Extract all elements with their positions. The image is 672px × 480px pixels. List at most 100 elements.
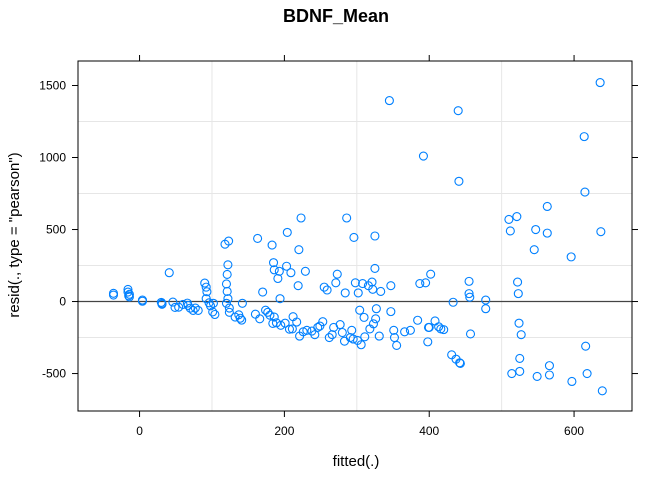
- y-tick-label-1000: 1000: [39, 151, 66, 165]
- data-point-159: [515, 353, 525, 363]
- data-point-59: [271, 318, 281, 328]
- data-point-152: [504, 214, 514, 224]
- data-point-83: [318, 317, 328, 327]
- data-point-154: [507, 369, 517, 379]
- data-point-22: [193, 305, 203, 316]
- data-point-5: [124, 289, 134, 299]
- data-point-58: [269, 265, 279, 275]
- data-point-165: [542, 201, 552, 212]
- data-point-57: [268, 258, 279, 268]
- x-axis: 0 200 400 600: [136, 55, 584, 438]
- data-point-87: [327, 330, 337, 340]
- data-point-168: [544, 370, 554, 380]
- data-point-64: [280, 318, 290, 328]
- data-point-21: [190, 303, 200, 313]
- data-point-150: [481, 304, 491, 314]
- data-point-130: [421, 278, 431, 288]
- data-point-171: [579, 132, 589, 142]
- data-point-151: [481, 295, 491, 305]
- data-point-103: [355, 305, 365, 315]
- data-point-81: [313, 322, 323, 333]
- data-point-166: [542, 228, 552, 238]
- data-point-127: [413, 315, 423, 325]
- data-point-93: [339, 336, 350, 346]
- data-point-11: [157, 298, 167, 308]
- data-point-121: [386, 307, 396, 317]
- data-point-85: [322, 285, 332, 295]
- data-point-69: [287, 324, 297, 334]
- data-point-71: [292, 317, 302, 327]
- data-point-174: [582, 369, 592, 379]
- data-point-33: [223, 260, 233, 270]
- data-point-60: [273, 273, 283, 284]
- data-point-97: [347, 325, 357, 335]
- data-point-75: [296, 213, 306, 223]
- data-point-155: [512, 212, 522, 222]
- data-point-169: [566, 252, 576, 262]
- data-point-116: [371, 304, 381, 314]
- data-point-164: [532, 371, 542, 381]
- data-point-14: [170, 302, 180, 312]
- y-axis-label: resid(., type = "pearson"): [6, 152, 23, 317]
- data-point-78: [302, 325, 312, 335]
- x-axis-label: fitted(.): [333, 453, 380, 470]
- data-point-167: [544, 361, 554, 371]
- plot-border: [77, 60, 633, 412]
- data-point-44: [235, 313, 245, 323]
- data-point-54: [267, 240, 277, 250]
- data-point-86: [324, 332, 334, 343]
- data-point-90: [332, 269, 342, 279]
- data-point-144: [455, 358, 465, 368]
- data-point-133: [424, 322, 434, 333]
- data-point-16: [178, 299, 188, 309]
- data-point-106: [359, 312, 369, 322]
- y-tick-label-1500: 1500: [39, 78, 66, 92]
- data-point-36: [221, 279, 232, 289]
- data-point-50: [258, 287, 268, 297]
- data-point-67: [284, 324, 295, 334]
- data-point-77: [300, 266, 310, 276]
- data-point-48: [250, 309, 260, 319]
- data-point-156: [513, 277, 523, 287]
- x-tick-label-200: 200: [274, 424, 294, 438]
- data-point-73: [294, 245, 304, 255]
- data-point-107: [360, 332, 370, 342]
- data-point-30: [210, 309, 220, 320]
- data-point-66: [282, 227, 292, 237]
- data-point-37: [222, 286, 232, 297]
- data-point-119: [384, 96, 394, 106]
- data-point-138: [439, 325, 449, 335]
- data-point-153: [505, 226, 515, 236]
- data-point-53: [265, 310, 275, 320]
- data-point-38: [223, 294, 233, 304]
- data-point-63: [276, 320, 286, 330]
- data-point-13: [168, 297, 178, 307]
- data-point-172: [580, 187, 590, 197]
- x-tick-label-600: 600: [564, 424, 584, 438]
- data-point-102: [353, 288, 363, 298]
- data-point-148: [465, 329, 476, 339]
- data-point-142: [453, 106, 463, 116]
- data-point-28: [205, 301, 216, 311]
- data-point-125: [400, 327, 410, 337]
- data-point-126: [405, 325, 415, 335]
- data-point-12: [164, 268, 174, 278]
- data-point-23: [200, 278, 210, 288]
- data-point-134: [426, 269, 436, 279]
- data-point-51: [261, 305, 271, 315]
- data-point-139: [447, 350, 457, 360]
- data-point-161: [516, 330, 526, 340]
- data-point-47: [253, 233, 263, 243]
- data-point-46: [237, 298, 247, 308]
- data-point-72: [293, 281, 303, 291]
- data-point-128: [415, 278, 425, 289]
- y-axis: -500 0 500 1000 1500: [39, 78, 638, 381]
- data-point-176: [596, 227, 606, 237]
- data-point-163: [531, 224, 541, 235]
- data-point-177: [597, 386, 607, 396]
- data-point-20: [188, 305, 198, 316]
- data-point-136: [434, 322, 444, 332]
- data-point-158: [514, 318, 524, 328]
- data-point-170: [567, 376, 577, 387]
- data-point-100: [350, 278, 360, 288]
